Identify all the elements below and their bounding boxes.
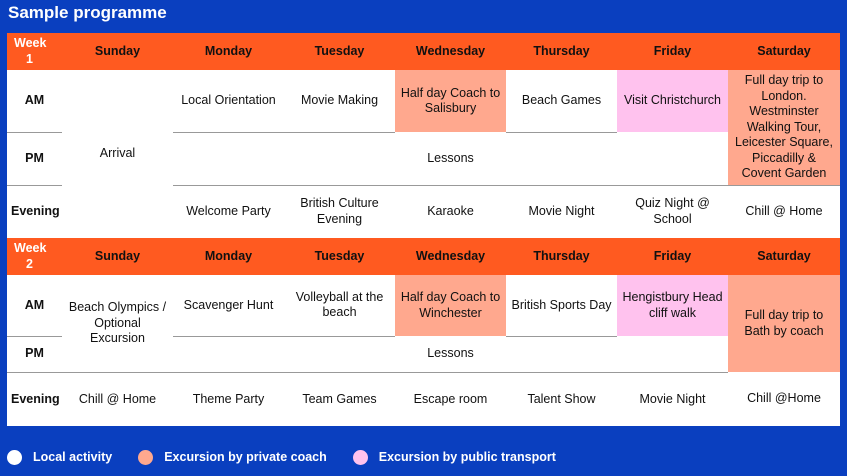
legend-item-local: Local activity xyxy=(7,449,112,465)
week-1-label: Week 1 xyxy=(7,33,62,70)
week-1-thursday-evening: Movie Night xyxy=(528,204,595,218)
day-header-sunday: Sunday xyxy=(62,33,173,70)
week-2-tuesday-am: Volleyball at the beach xyxy=(284,275,395,337)
day-header-wednesday: Wednesday xyxy=(395,238,506,275)
legend: Local activity Excursion by private coac… xyxy=(7,449,582,465)
row-label-evening: Evening xyxy=(11,204,60,218)
day-header-saturday: Saturday xyxy=(728,238,840,275)
week-1-wednesday-evening: Karaoke xyxy=(427,204,474,218)
week-2-saturday-trip: Full day trip to Bath by coach xyxy=(728,275,840,372)
week-2-saturday-evening: Chill @Home xyxy=(747,391,821,406)
day-header-monday: Monday xyxy=(173,238,284,275)
week-2-evening-row: Evening Chill @ Home Theme Party Team Ga… xyxy=(7,372,840,426)
week-2-thursday-am: British Sports Day xyxy=(506,275,617,337)
week-1-header-row: Week 1 Sunday Monday Tuesday Wednesday T… xyxy=(7,33,840,70)
week-2-sunday-cell: Beach Olympics / Optional Excursion xyxy=(62,275,173,373)
week-1-friday-evening: Quiz Night @ School xyxy=(635,196,710,226)
page-title: Sample programme xyxy=(8,3,167,22)
week-1-tuesday-am: Movie Making xyxy=(284,70,395,133)
week-2-monday-am: Scavenger Hunt xyxy=(173,275,284,337)
week-2-sunday-evening: Chill @ Home xyxy=(78,391,157,406)
week-1-evening-row: Evening Welcome Party British Culture Ev… xyxy=(7,184,840,238)
week-2-label: Week 2 xyxy=(7,238,62,275)
day-header-wednesday: Wednesday xyxy=(395,33,506,70)
week-2-monday-evening: Theme Party xyxy=(192,391,265,406)
week-2-header-row: Week 2 Sunday Monday Tuesday Wednesday T… xyxy=(7,238,840,275)
day-header-sunday: Sunday xyxy=(62,238,173,275)
day-header-friday: Friday xyxy=(617,238,728,275)
legend-item-public: Excursion by public transport xyxy=(352,449,556,465)
week-2-wednesday-evening: Escape room xyxy=(413,391,488,406)
week-2-wednesday-am: Half day Coach to Winchester xyxy=(395,275,506,336)
week-2-am-row: AM Beach Olympics / Optional Excursion S… xyxy=(7,275,840,373)
day-header-saturday: Saturday xyxy=(728,33,840,70)
week-1-lessons: Lessons xyxy=(173,132,728,186)
week-1-thursday-am: Beach Games xyxy=(506,70,617,133)
week-1-monday-am: Local Orientation xyxy=(173,70,284,133)
week-1-sunday-cell: Arrival xyxy=(99,146,136,161)
programme-table: Week 1 Sunday Monday Tuesday Wednesday T… xyxy=(7,33,840,426)
legend-label: Local activity xyxy=(33,450,113,464)
row-label-am: AM xyxy=(7,70,62,133)
day-header-thursday: Thursday xyxy=(506,33,617,70)
week-1-pm-row: PM Lessons xyxy=(7,132,840,186)
week-1-am-row: AM Arrival Local Orientation Movie Makin… xyxy=(7,70,840,185)
week-1-tuesday-evening: British Culture Evening xyxy=(300,196,379,226)
day-header-tuesday: Tuesday xyxy=(284,33,395,70)
day-header-thursday: Thursday xyxy=(506,238,617,275)
week-2-tuesday-evening: Team Games xyxy=(302,391,377,406)
day-header-friday: Friday xyxy=(617,33,728,70)
week-2-friday-am: Hengistbury Head cliff walk xyxy=(617,275,728,336)
week-2-lessons: Lessons xyxy=(173,336,728,373)
legend-item-coach: Excursion by private coach xyxy=(138,449,327,465)
week-2-thursday-evening: Talent Show xyxy=(527,391,596,406)
row-label-pm: PM xyxy=(7,336,62,373)
local-activity-dot-icon xyxy=(7,449,22,465)
row-label-pm: PM xyxy=(7,132,62,186)
week-2-pm-row: PM Lessons xyxy=(7,336,840,373)
row-label-evening: Evening xyxy=(11,391,60,406)
row-label-am: AM xyxy=(7,275,62,337)
day-header-tuesday: Tuesday xyxy=(284,238,395,275)
private-coach-dot-icon xyxy=(138,449,154,465)
week-1-saturday-evening: Chill @ Home xyxy=(728,184,840,238)
week-1-friday-am: Visit Christchurch xyxy=(617,70,728,132)
week-1-monday-evening: Welcome Party xyxy=(186,204,271,218)
legend-label: Excursion by private coach xyxy=(164,450,327,464)
legend-label: Excursion by public transport xyxy=(378,450,556,464)
week-1-wednesday-am: Half day Coach to Salisbury xyxy=(395,70,506,132)
public-transport-dot-icon xyxy=(352,449,368,465)
day-header-monday: Monday xyxy=(173,33,284,70)
week-2-friday-evening: Movie Night xyxy=(639,391,706,406)
week-1-saturday-trip: Full day trip to London. Westminster Wal… xyxy=(728,70,840,185)
